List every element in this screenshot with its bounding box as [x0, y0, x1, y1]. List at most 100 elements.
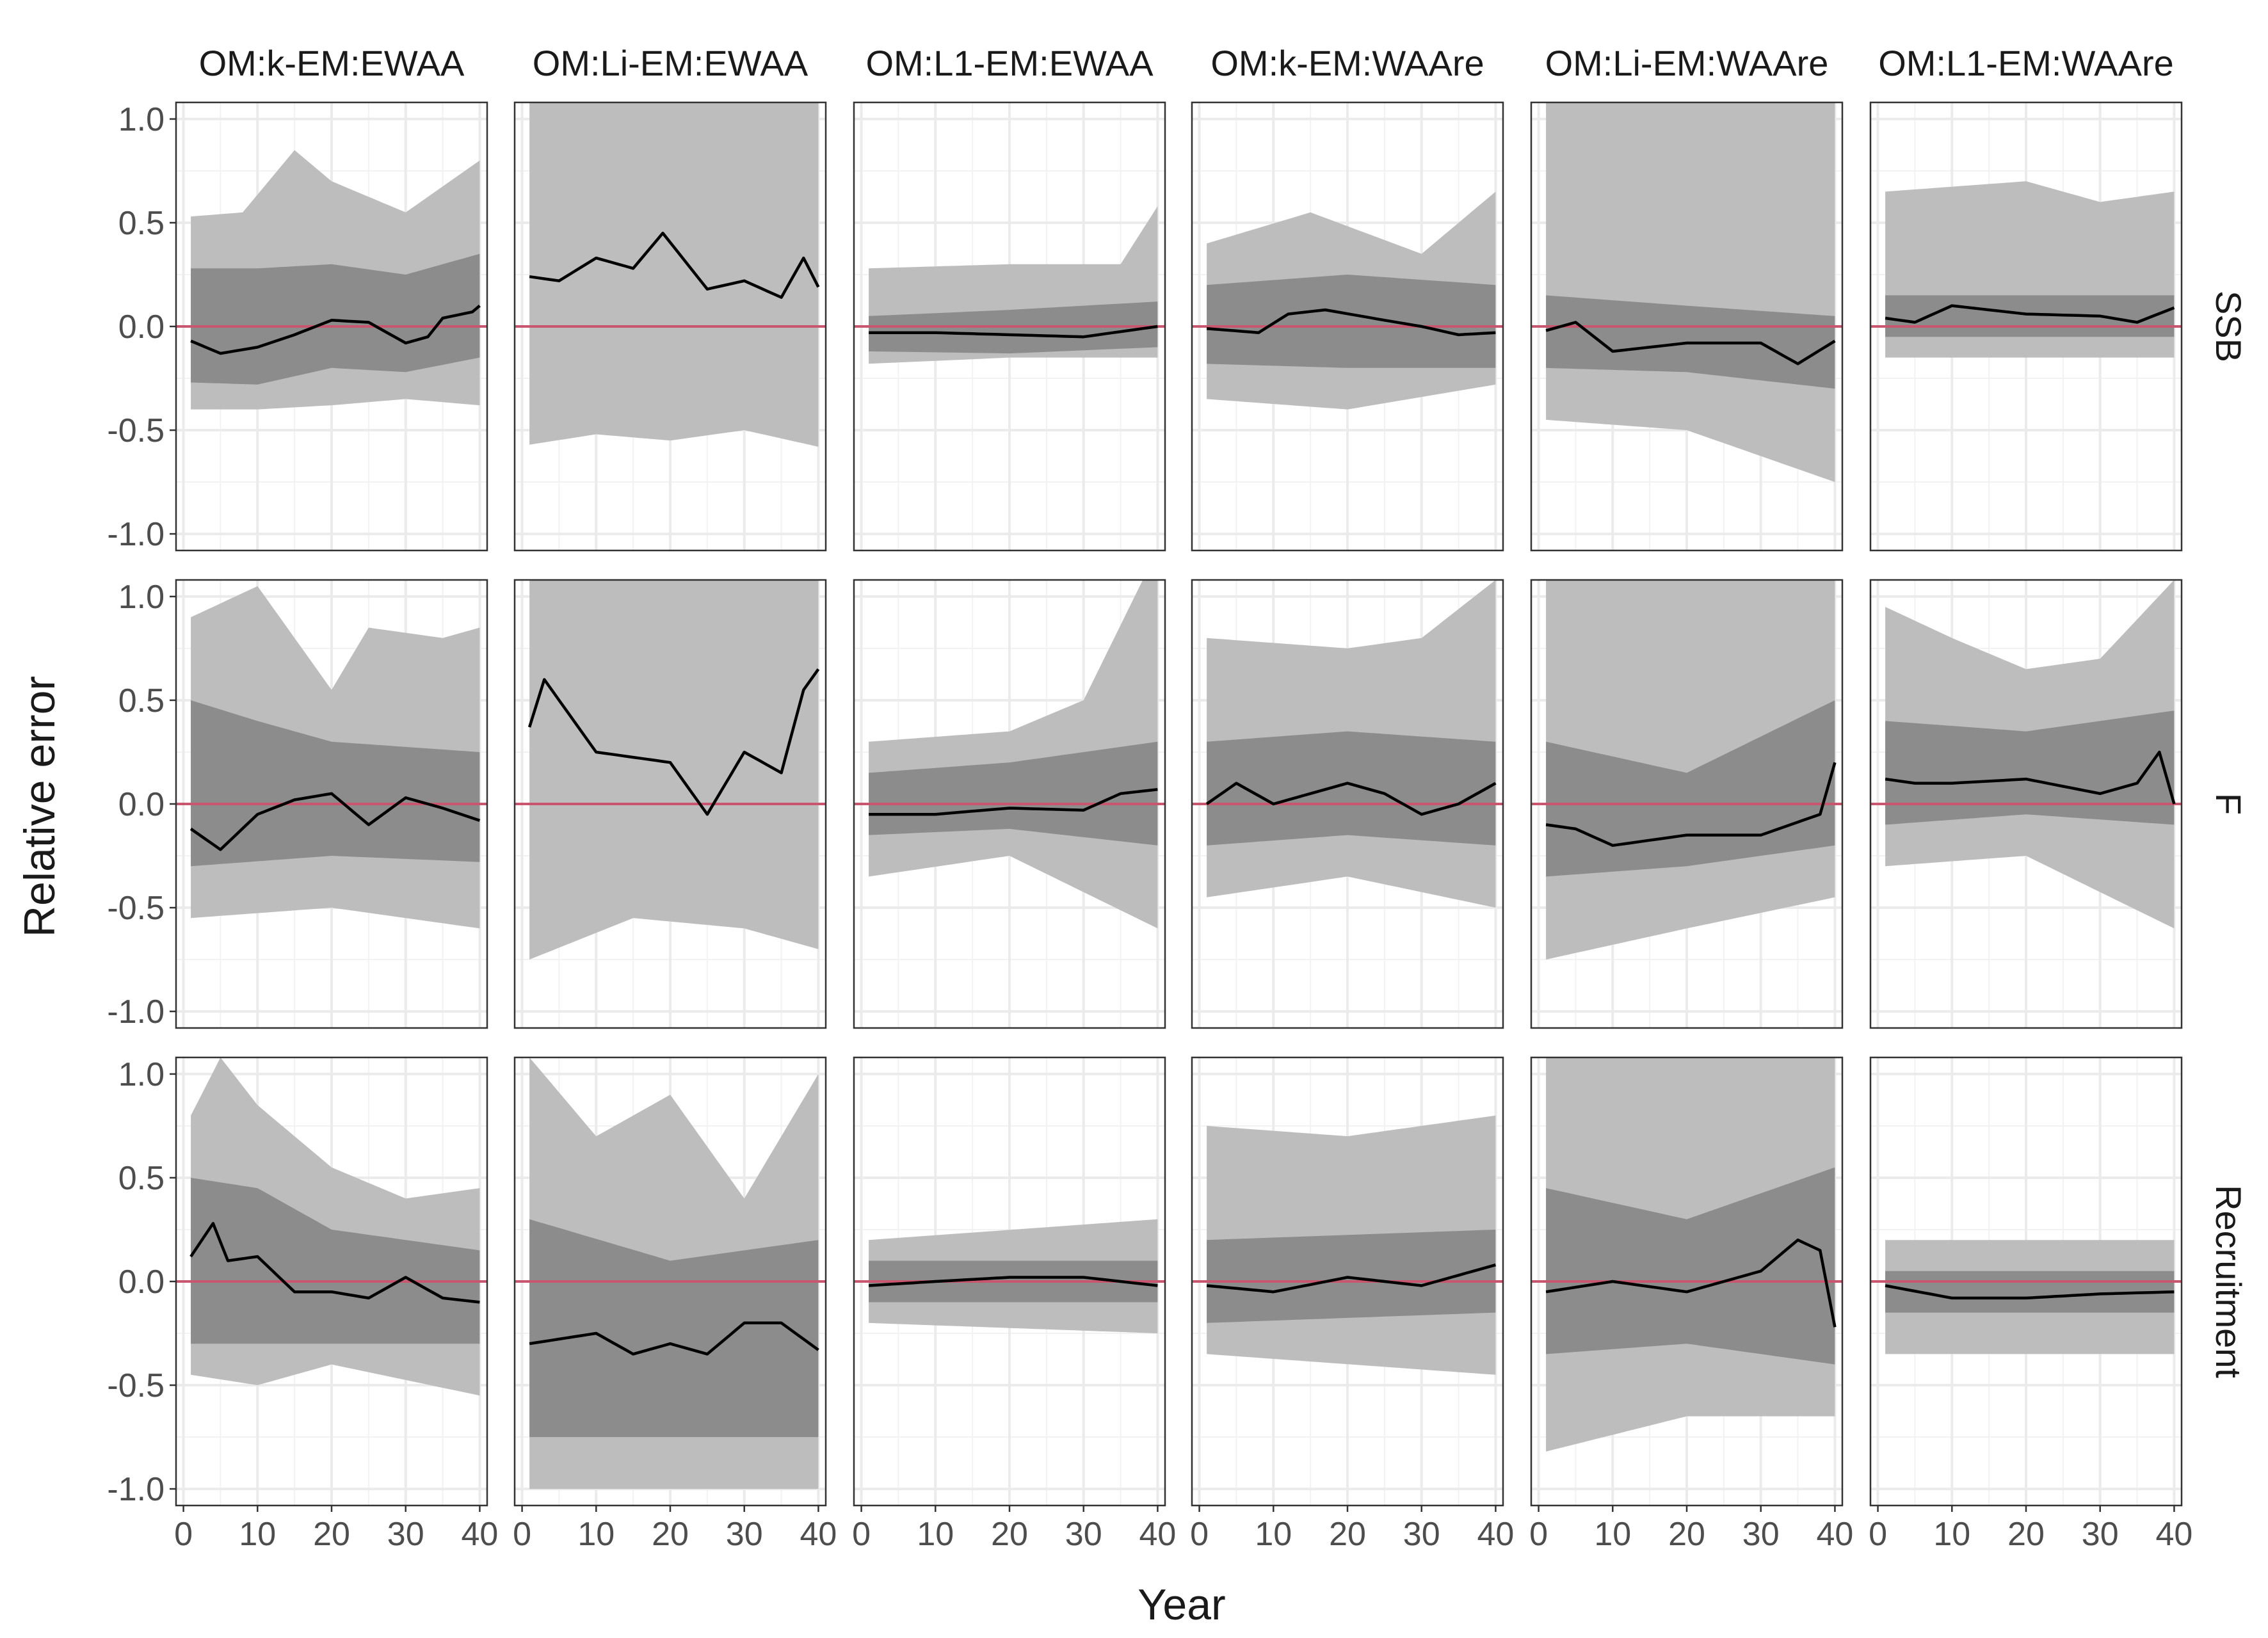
bands	[1870, 181, 2182, 358]
panel-border	[1869, 101, 2183, 552]
inner-band	[529, 1219, 819, 1438]
y-tick-label: -1.0	[107, 516, 165, 553]
inner-band	[1885, 711, 2175, 825]
y-tick-label: -0.5	[107, 890, 165, 927]
inner-band	[191, 1178, 480, 1344]
panel	[853, 579, 1166, 1029]
column-strip-label: OM:Li-EM:EWAA	[533, 43, 808, 83]
x-tick-label: 0	[174, 1516, 193, 1553]
panel-border	[853, 101, 1166, 552]
row-strip-label: SSB	[2208, 291, 2249, 362]
x-tick-label: 0	[1529, 1516, 1548, 1553]
median-line	[1206, 308, 1496, 337]
outer-band	[529, 102, 819, 447]
panel	[175, 1056, 488, 1507]
x-axis-title: Year	[1138, 1580, 1225, 1629]
median-line	[868, 1276, 1158, 1287]
x-tick-label: 10	[1255, 1516, 1292, 1553]
panel	[1869, 101, 2183, 552]
x-tick-label: 40	[1477, 1516, 1515, 1553]
median-line	[869, 788, 1158, 816]
median-line	[1545, 1238, 1837, 1328]
panel-border	[1191, 579, 1504, 1029]
panel	[513, 1056, 827, 1507]
median-line	[1206, 1263, 1497, 1294]
x-tick-label: 10	[239, 1516, 276, 1553]
bands	[1192, 580, 1503, 908]
x-tick-label: 10	[1594, 1516, 1631, 1553]
x-tick-label: 0	[513, 1516, 531, 1553]
panel-border	[513, 579, 827, 1029]
x-tick-label: 10	[577, 1516, 615, 1553]
median-line	[1205, 782, 1497, 816]
x-tick-label: 20	[652, 1516, 689, 1553]
median-line	[1885, 1284, 2175, 1300]
y-tick-label: 0.5	[118, 682, 165, 719]
panel	[175, 101, 488, 552]
y-tick-label: -0.5	[107, 1367, 165, 1404]
panel	[1530, 1056, 1844, 1507]
x-tick-label: 30	[387, 1516, 424, 1553]
y-tick-label: 1.0	[118, 101, 165, 138]
row-strip-label: F	[2208, 793, 2249, 815]
panel	[1869, 1056, 2183, 1507]
outer-band	[869, 580, 1158, 929]
inner-band	[191, 700, 480, 867]
y-axis-title: Relative error	[15, 676, 64, 937]
panel	[853, 101, 1166, 552]
y-tick-label: -1.0	[107, 1471, 165, 1508]
bands	[1192, 1115, 1503, 1375]
inner-band	[1207, 731, 1496, 846]
column-strip-label: OM:L1-EM:EWAA	[865, 43, 1154, 83]
panel	[1530, 101, 1844, 552]
x-tick-label: 0	[852, 1516, 871, 1553]
panel	[513, 579, 827, 1029]
median-line	[1545, 321, 1836, 365]
panel-border	[1191, 101, 1504, 552]
y-tick-label: 0.5	[118, 205, 165, 242]
panel	[1869, 579, 2183, 1029]
bands	[854, 206, 1165, 364]
panel	[1191, 1056, 1504, 1507]
bands	[176, 150, 487, 410]
panel	[1530, 579, 1844, 1029]
x-tick-label: 20	[1329, 1516, 1366, 1553]
y-tick-label: -1.0	[107, 993, 165, 1031]
x-tick-label: 20	[991, 1516, 1028, 1553]
row-strip-label: Recruitment	[2208, 1185, 2249, 1378]
column-strip-label: OM:k-EM:EWAA	[199, 43, 465, 83]
panel	[1191, 101, 1504, 552]
panel-border	[1869, 579, 2183, 1029]
bands	[1531, 102, 1842, 483]
x-tick-label: 40	[462, 1516, 499, 1553]
bands	[515, 102, 826, 447]
bands	[1870, 1240, 2182, 1354]
x-tick-label: 30	[1742, 1516, 1780, 1553]
x-tick-label: 30	[1403, 1516, 1440, 1553]
x-tick-label: 40	[2156, 1516, 2193, 1553]
bands	[176, 1057, 487, 1396]
bands	[1531, 580, 1842, 960]
column-strip-label: OM:k-EM:WAAre	[1210, 43, 1484, 83]
x-tick-label: 40	[1139, 1516, 1177, 1553]
median-line	[869, 325, 1158, 339]
median-line	[190, 304, 481, 355]
panel-border	[513, 101, 827, 552]
y-tick-label: 1.0	[118, 579, 165, 616]
x-tick-label: 30	[726, 1516, 763, 1553]
x-tick-label: 0	[1190, 1516, 1209, 1553]
bands	[176, 586, 487, 929]
median-line	[189, 1222, 480, 1304]
median-line	[529, 1321, 819, 1356]
x-tick-label: 30	[1065, 1516, 1102, 1553]
inner-band	[1546, 700, 1835, 877]
panel-border	[1530, 579, 1844, 1029]
panel	[513, 101, 827, 552]
inner-band	[869, 741, 1158, 846]
y-tick-label: 0.0	[118, 309, 165, 346]
bands	[515, 580, 826, 960]
x-tick-label: 0	[1869, 1516, 1887, 1553]
median-line	[527, 668, 820, 816]
panel-border	[1530, 101, 1844, 552]
